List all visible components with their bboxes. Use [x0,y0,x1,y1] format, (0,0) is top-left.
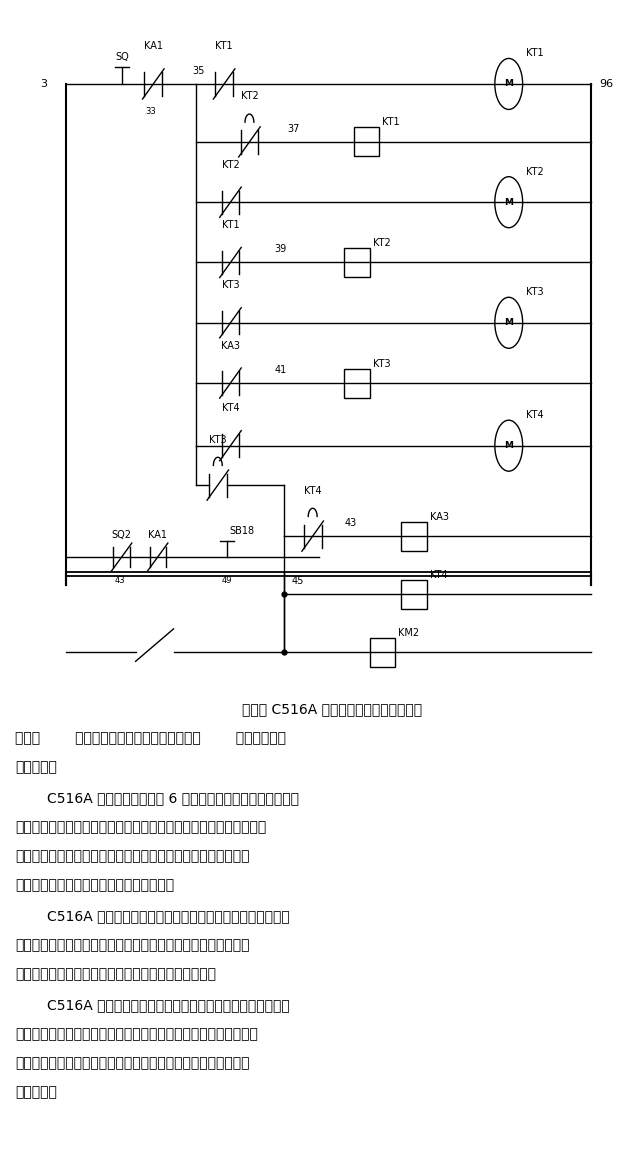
Text: KA1: KA1 [144,42,163,51]
Text: C516A 型立式车床的电路有：工作台起动控制电路、工作台: C516A 型立式车床的电路有：工作台起动控制电路、工作台 [47,910,290,924]
Text: 图。图        所示为主电路和刀架控制回路，图        为控制回路和: 图。图 所示为主电路和刀架控制回路，图 为控制回路和 [15,730,286,744]
Text: 43: 43 [345,518,357,528]
Text: KT2: KT2 [241,91,258,101]
Text: 3: 3 [40,79,47,89]
Text: KT2: KT2 [526,167,544,177]
Text: KM2: KM2 [398,628,419,637]
Bar [401,580,427,608]
Text: KT1: KT1 [215,42,233,51]
Text: KT1: KT1 [382,118,400,127]
Text: 伺服电路。: 伺服电路。 [15,1086,57,1100]
Text: KT4: KT4 [526,410,544,421]
Text: KT1: KT1 [221,220,239,230]
Text: 41: 41 [275,365,287,375]
Text: 点动控制电路、工作台变速控制电路、横梁升降控制电路、刀架: 点动控制电路、工作台变速控制电路、横梁升降控制电路、刀架 [15,938,250,952]
Text: KT3: KT3 [221,281,239,290]
Text: SQ2: SQ2 [112,530,131,539]
Text: 采用延时准确的时间继电器，相应的原伺服电路须改成改进后的: 采用延时准确的时间继电器，相应的原伺服电路须改成改进后的 [15,1057,250,1071]
Text: KT3: KT3 [526,288,544,297]
Text: 96: 96 [600,79,614,89]
Text: KT4: KT4 [221,403,239,414]
Bar [345,248,369,277]
Text: KT3: KT3 [209,435,226,445]
Bar [369,637,395,666]
Text: 控制电路等。为工作台的变速还设计有伺服冲动线路。: 控制电路等。为工作台的变速还设计有伺服冲动线路。 [15,967,216,981]
Text: 35: 35 [193,66,205,76]
Text: KT1: KT1 [526,49,544,58]
Text: 49: 49 [222,576,232,585]
Text: 加长时间继电器的延时，使电机冲动时间缩短，停歇时间加长，并: 加长时间继电器的延时，使电机冲动时间缩短，停歇时间加长，并 [15,1028,258,1042]
Text: KT4: KT4 [304,486,322,495]
Text: M: M [504,79,513,89]
Text: 37: 37 [287,123,300,134]
Text: C516A 型立式车床常发生错变速打齿或拨叉断裂现象。采取: C516A 型立式车床常发生错变速打齿或拨叉断裂现象。采取 [47,998,290,1012]
Text: KT2: KT2 [373,238,390,248]
Text: C516A 型单柱立式车床由 6 台三相异步电动机进行拖动。有: C516A 型单柱立式车床由 6 台三相异步电动机进行拖动。有 [47,791,299,805]
Text: SB18: SB18 [229,527,255,536]
Text: KT4: KT4 [429,570,447,580]
Text: SQ: SQ [115,52,129,62]
Text: KA3: KA3 [221,340,240,351]
Text: 43: 43 [115,576,126,585]
Text: M: M [504,198,513,206]
Text: 离合器电路: 离合器电路 [15,760,57,774]
Text: M: M [504,318,513,327]
Bar [401,522,427,551]
Text: 主拖动电动机、横梁升降电动机（是可逆运转的）、立刀架电动机、: 主拖动电动机、横梁升降电动机（是可逆运转的）、立刀架电动机、 [15,820,267,834]
Text: KT2: KT2 [221,160,239,170]
Text: KT3: KT3 [373,359,390,368]
Text: 33: 33 [145,107,156,116]
Text: KA3: KA3 [429,511,449,522]
Text: 保护，主电动机并有热继电器作过载保护。: 保护，主电动机并有热继电器作过载保护。 [15,878,175,892]
Bar [354,127,379,156]
Text: 所示为 C516A 型单柱立式车床的电气原理: 所示为 C516A 型单柱立式车床的电气原理 [242,701,422,715]
Bar [345,368,369,397]
Text: 左右侧刀架电动机、油泵电动机。所有电动机均有燔断器作短路: 左右侧刀架电动机、油泵电动机。所有电动机均有燔断器作短路 [15,849,250,863]
Text: 39: 39 [275,245,287,254]
Text: 45: 45 [292,576,304,586]
Text: KA1: KA1 [148,530,167,539]
Text: M: M [504,442,513,450]
